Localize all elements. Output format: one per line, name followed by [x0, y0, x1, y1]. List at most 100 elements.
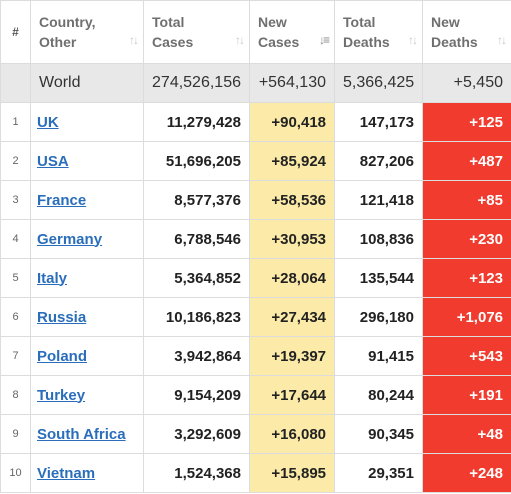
header-country[interactable]: Country, Other ↑↓: [30, 0, 144, 64]
table-row: 5 Italy 5,364,852 +28,064 135,544 +123: [0, 258, 511, 298]
row-index: 8: [0, 375, 31, 415]
row-index: 6: [0, 297, 31, 337]
new-cases-cell: +19,397: [249, 336, 335, 376]
total-deaths-cell: 91,415: [334, 336, 423, 376]
header-new-deaths-label: New Deaths: [431, 14, 478, 50]
country-cell: Vietnam: [30, 453, 144, 493]
total-deaths-cell: 108,836: [334, 219, 423, 259]
table-row: 9 South Africa 3,292,609 +16,080 90,345 …: [0, 414, 511, 454]
total-cases-cell: 9,154,209: [143, 375, 250, 415]
new-deaths-cell: +85: [422, 180, 511, 220]
country-link[interactable]: Germany: [37, 230, 103, 248]
row-index: 1: [0, 102, 31, 142]
row-index: 7: [0, 336, 31, 376]
world-total-cases: 274,526,156: [143, 63, 250, 103]
total-cases-cell: 10,186,823: [143, 297, 250, 337]
country-link[interactable]: Russia: [37, 308, 87, 326]
country-cell: Germany: [30, 219, 144, 259]
country-link[interactable]: UK: [37, 113, 59, 131]
world-row: World 274,526,156 +564,130 5,366,425 +5,…: [0, 63, 511, 103]
total-cases-cell: 8,577,376: [143, 180, 250, 220]
total-cases-cell: 11,279,428: [143, 102, 250, 142]
new-deaths-cell: +248: [422, 453, 511, 493]
new-deaths-cell: +1,076: [422, 297, 511, 337]
header-total-cases-label: Total Cases: [152, 14, 194, 50]
total-deaths-cell: 80,244: [334, 375, 423, 415]
total-deaths-cell: 135,544: [334, 258, 423, 298]
total-deaths-cell: 827,206: [334, 141, 423, 181]
row-index: 3: [0, 180, 31, 220]
new-deaths-cell: +230: [422, 219, 511, 259]
table-row: 3 France 8,577,376 +58,536 121,418 +85: [0, 180, 511, 220]
country-link[interactable]: Vietnam: [37, 464, 96, 482]
table-row: 8 Turkey 9,154,209 +17,644 80,244 +191: [0, 375, 511, 415]
header-row: # Country, Other ↑↓ Total Cases ↑↓ New C…: [0, 0, 511, 64]
header-new-cases[interactable]: New Cases ↓≡: [249, 0, 335, 64]
country-link[interactable]: Turkey: [37, 386, 86, 404]
country-link[interactable]: South Africa: [37, 425, 126, 443]
country-cell: Russia: [30, 297, 144, 337]
row-index: 10: [0, 453, 31, 493]
country-cell: Italy: [30, 258, 144, 298]
total-cases-cell: 6,788,546: [143, 219, 250, 259]
country-link[interactable]: Italy: [37, 269, 68, 287]
new-deaths-cell: +125: [422, 102, 511, 142]
sort-arrows-icon[interactable]: ↑↓: [235, 33, 245, 47]
row-index: 4: [0, 219, 31, 259]
total-cases-cell: 51,696,205: [143, 141, 250, 181]
total-deaths-cell: 147,173: [334, 102, 423, 142]
total-deaths-cell: 90,345: [334, 414, 423, 454]
table-row: 10 Vietnam 1,524,368 +15,895 29,351 +248: [0, 453, 511, 493]
row-index: 2: [0, 141, 31, 181]
new-cases-cell: +58,536: [249, 180, 335, 220]
total-deaths-cell: 29,351: [334, 453, 423, 493]
header-total-deaths[interactable]: Total Deaths ↑↓: [334, 0, 423, 64]
country-cell: Poland: [30, 336, 144, 376]
sort-arrows-icon[interactable]: ↑↓: [497, 33, 507, 47]
table-row: 4 Germany 6,788,546 +30,953 108,836 +230: [0, 219, 511, 259]
world-index: [0, 63, 31, 103]
world-country: World: [30, 63, 144, 103]
country-link[interactable]: USA: [37, 152, 69, 170]
country-cell: Turkey: [30, 375, 144, 415]
total-deaths-cell: 296,180: [334, 297, 423, 337]
new-cases-cell: +27,434: [249, 297, 335, 337]
table-row: 1 UK 11,279,428 +90,418 147,173 +125: [0, 102, 511, 142]
sort-descending-icon[interactable]: ↓≡: [318, 33, 330, 47]
country-cell: UK: [30, 102, 144, 142]
total-cases-cell: 3,942,864: [143, 336, 250, 376]
country-cell: USA: [30, 141, 144, 181]
country-cell: France: [30, 180, 144, 220]
new-cases-cell: +85,924: [249, 141, 335, 181]
new-cases-cell: +30,953: [249, 219, 335, 259]
new-cases-cell: +90,418: [249, 102, 335, 142]
new-cases-cell: +28,064: [249, 258, 335, 298]
header-country-label: Country, Other: [39, 14, 96, 50]
country-link[interactable]: Poland: [37, 347, 88, 365]
new-deaths-cell: +191: [422, 375, 511, 415]
row-index: 9: [0, 414, 31, 454]
header-total-deaths-label: Total Deaths: [343, 14, 390, 50]
new-deaths-cell: +48: [422, 414, 511, 454]
table-row: 7 Poland 3,942,864 +19,397 91,415 +543: [0, 336, 511, 376]
new-deaths-cell: +123: [422, 258, 511, 298]
new-cases-cell: +17,644: [249, 375, 335, 415]
total-cases-cell: 3,292,609: [143, 414, 250, 454]
header-num[interactable]: #: [0, 0, 31, 64]
table-row: 6 Russia 10,186,823 +27,434 296,180 +1,0…: [0, 297, 511, 337]
new-cases-cell: +15,895: [249, 453, 335, 493]
header-total-cases[interactable]: Total Cases ↑↓: [143, 0, 250, 64]
new-deaths-cell: +487: [422, 141, 511, 181]
world-total-deaths: 5,366,425: [334, 63, 423, 103]
world-new-deaths: +5,450: [422, 63, 511, 103]
sort-arrows-icon[interactable]: ↑↓: [129, 33, 139, 47]
world-new-cases: +564,130: [249, 63, 335, 103]
country-link[interactable]: France: [37, 191, 87, 209]
header-new-deaths[interactable]: New Deaths ↑↓: [422, 0, 511, 64]
total-cases-cell: 1,524,368: [143, 453, 250, 493]
total-deaths-cell: 121,418: [334, 180, 423, 220]
sort-arrows-icon[interactable]: ↑↓: [408, 33, 418, 47]
country-cell: South Africa: [30, 414, 144, 454]
header-new-cases-label: New Cases: [258, 14, 300, 50]
